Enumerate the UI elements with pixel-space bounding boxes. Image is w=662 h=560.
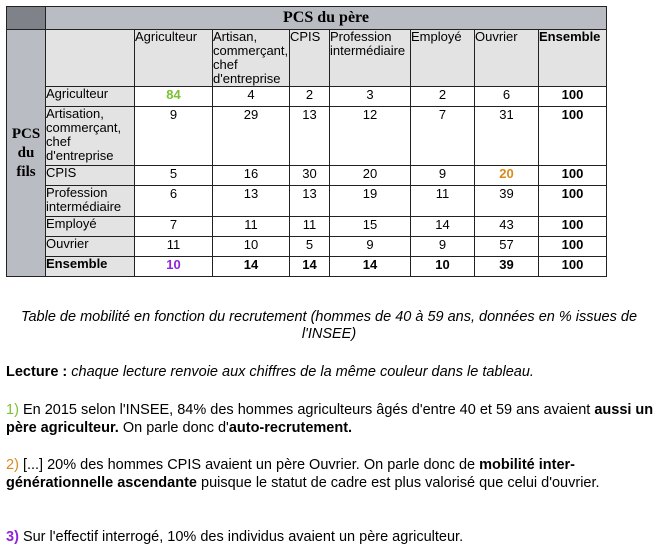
table-cell: 14 <box>289 256 330 277</box>
table-row: Ouvrier 11 10 5 9 9 57 100 <box>7 236 607 257</box>
row-header: Profession intermédiaire <box>45 185 135 217</box>
row-header: CPIS <box>45 165 135 186</box>
col-header-employe: Employé <box>410 29 475 87</box>
lecture-text: chaque lecture renvoie aux chiffres de l… <box>71 364 534 380</box>
col-header-artisan: Artisan, commerçant, chef d'entreprise <box>212 29 290 87</box>
table-cell: 29 <box>212 106 290 166</box>
table-cell: 15 <box>329 216 411 237</box>
table-cell: 11 <box>212 216 290 237</box>
table-cell: 9 <box>410 236 475 257</box>
table-cell: 12 <box>329 106 411 166</box>
col-header-profession-intermediaire: Profession intermédiaire <box>329 29 411 87</box>
table-cell: 39 <box>474 185 539 217</box>
table-cell: 31 <box>474 106 539 166</box>
row-header: Agriculteur <box>45 86 135 107</box>
table-row: CPIS 5 16 30 20 9 20 100 <box>7 165 607 186</box>
col-header-cpis: CPIS <box>289 29 330 87</box>
table-cell: 4 <box>212 86 290 107</box>
table-cell: 84 <box>134 86 213 107</box>
table-cell: 43 <box>474 216 539 237</box>
table-cell: 100 <box>538 185 607 217</box>
table-cell: 13 <box>289 185 330 217</box>
table-row: Profession intermédiaire 6 13 13 19 11 3… <box>7 185 607 217</box>
table-cell: 5 <box>289 236 330 257</box>
header-blank-cell <box>45 29 135 87</box>
reading-1-paragraph: 1) En 2015 selon l'INSEE, 84% des hommes… <box>6 402 654 436</box>
table-cell: 2 <box>289 86 330 107</box>
table-cell: 9 <box>410 165 475 186</box>
table-cell: 9 <box>134 106 213 166</box>
table-cell: 6 <box>474 86 539 107</box>
table-cell: 100 <box>538 86 607 107</box>
table-cell: 39 <box>474 256 539 277</box>
table-cell: 100 <box>538 165 607 186</box>
row-header: Ouvrier <box>45 236 135 257</box>
table-cell: 30 <box>289 165 330 186</box>
table-cell: 11 <box>410 185 475 217</box>
table-cell: 7 <box>134 216 213 237</box>
table-cell: 100 <box>538 106 607 166</box>
table-cell: 13 <box>289 106 330 166</box>
table-caption: Table de mobilité en fonction du recrute… <box>20 309 638 342</box>
table-cell: 2 <box>410 86 475 107</box>
table-cell: 11 <box>134 236 213 257</box>
reading-number: 2) <box>6 457 19 473</box>
table-corner <box>6 6 46 30</box>
table-cell: 14 <box>410 216 475 237</box>
table-cell: 20 <box>329 165 411 186</box>
table-cell: 6 <box>134 185 213 217</box>
table-cell: 100 <box>538 216 607 237</box>
table-cell: 16 <box>212 165 290 186</box>
lecture-paragraph: Lecture : chaque lecture renvoie aux chi… <box>6 363 656 381</box>
table-cell: 13 <box>212 185 290 217</box>
son-pcs-header: PCS du fils <box>6 29 46 277</box>
table-cell: 10 <box>410 256 475 277</box>
row-header: Ensemble <box>45 256 135 277</box>
reading-number: 3) <box>6 529 19 545</box>
table-cell: 20 <box>474 165 539 186</box>
table-cell: 100 <box>538 256 607 277</box>
row-header: Artisation, commerçant, chef d'entrepris… <box>45 106 135 166</box>
col-header-ouvrier: Ouvrier <box>474 29 539 87</box>
table-cell: 3 <box>329 86 411 107</box>
table-cell: 100 <box>538 236 607 257</box>
col-header-ensemble: Ensemble <box>538 29 607 87</box>
reading-2-paragraph: 2) [...] 20% des hommes CPIS avaient un … <box>6 457 600 491</box>
table-row: Artisation, commerçant, chef d'entrepris… <box>7 106 607 166</box>
col-header-agriculteur: Agriculteur <box>134 29 213 87</box>
mobility-table: PCS du père PCS du fils Agriculteur Arti… <box>6 6 607 277</box>
mobility-table-container: PCS du père PCS du fils Agriculteur Arti… <box>6 6 607 277</box>
table-cell: 5 <box>134 165 213 186</box>
table-row: Employé 7 11 11 15 14 43 100 <box>7 216 607 237</box>
table-cell: 11 <box>289 216 330 237</box>
table-cell: 14 <box>329 256 411 277</box>
table-row-total: Ensemble 10 14 14 14 10 39 100 <box>7 256 607 277</box>
table-cell: 57 <box>474 236 539 257</box>
table-cell: 10 <box>212 236 290 257</box>
table-cell: 9 <box>329 236 411 257</box>
row-header: Employé <box>45 216 135 237</box>
table-row: Agriculteur 84 4 2 3 2 6 100 <box>7 86 607 107</box>
father-pcs-header: PCS du père <box>45 6 607 30</box>
table-cell: 7 <box>410 106 475 166</box>
table-cell: 10 <box>134 256 213 277</box>
reading-number: 1) <box>6 402 19 418</box>
table-cell: 14 <box>212 256 290 277</box>
table-cell: 19 <box>329 185 411 217</box>
lecture-label: Lecture : <box>6 364 68 380</box>
reading-3-paragraph: 3) Sur l'effectif interrogé, 10% des ind… <box>6 529 464 545</box>
